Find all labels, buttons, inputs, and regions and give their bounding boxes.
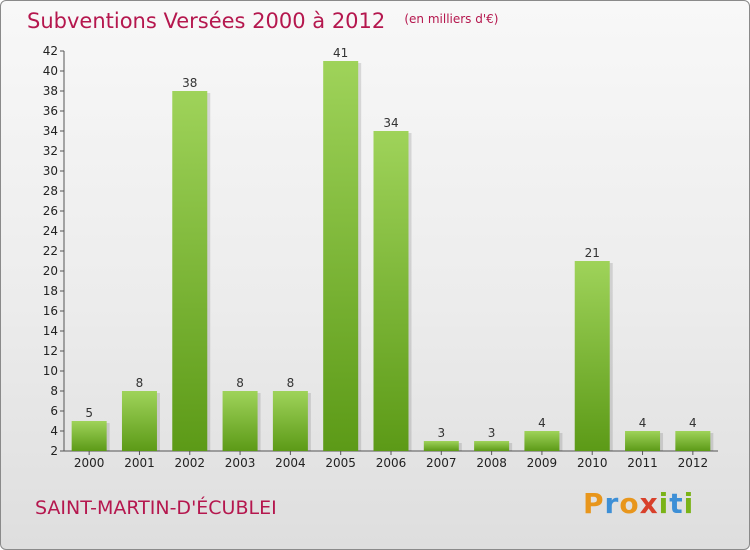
logo-letter: P — [583, 487, 605, 520]
y-tick-label: 42 — [43, 44, 58, 58]
bar — [71, 421, 107, 451]
bar — [121, 391, 157, 451]
logo-letter: i — [658, 487, 670, 520]
bar — [373, 131, 409, 451]
x-tick-label: 2012 — [678, 456, 709, 470]
data-label: 41 — [333, 46, 348, 60]
x-tick-label: 2010 — [577, 456, 608, 470]
x-tick-label: 2005 — [325, 456, 356, 470]
bar — [222, 391, 258, 451]
y-tick-label: 34 — [43, 124, 58, 138]
bar — [272, 391, 308, 451]
x-tick-label: 2003 — [225, 456, 256, 470]
y-tick-label: 36 — [43, 104, 58, 118]
y-tick-label: 40 — [43, 64, 58, 78]
chart-subtitle: (en milliers d'€) — [404, 12, 499, 26]
bar — [574, 261, 610, 451]
x-tick-label: 2007 — [426, 456, 457, 470]
bar — [172, 91, 208, 451]
title-block: Subventions Versées 2000 à 2012 (en mill… — [27, 9, 498, 33]
proxiti-logo: Proxiti — [583, 487, 694, 520]
data-label: 3 — [488, 426, 496, 440]
y-tick-label: 8 — [50, 384, 58, 398]
y-tick-label: 28 — [43, 184, 58, 198]
data-label: 8 — [236, 376, 244, 390]
x-tick-label: 2011 — [627, 456, 658, 470]
axes: 2468101214161820222426283032343638404220… — [43, 44, 718, 470]
y-tick-label: 26 — [43, 204, 58, 218]
data-label: 3 — [437, 426, 445, 440]
data-label: 21 — [585, 246, 600, 260]
data-label: 4 — [639, 416, 647, 430]
x-tick-label: 2009 — [527, 456, 558, 470]
y-tick-label: 24 — [43, 224, 58, 238]
y-tick-label: 20 — [43, 264, 58, 278]
x-tick-label: 2006 — [376, 456, 407, 470]
logo-letter: r — [604, 487, 620, 520]
data-label: 4 — [689, 416, 697, 430]
chart-title: Subventions Versées 2000 à 2012 — [27, 9, 386, 33]
y-tick-label: 38 — [43, 84, 58, 98]
x-tick-label: 2002 — [174, 456, 205, 470]
logo-letter: t — [669, 487, 684, 520]
bar — [625, 431, 661, 451]
y-tick-label: 6 — [50, 404, 58, 418]
y-tick-label: 10 — [43, 364, 58, 378]
y-tick-label: 32 — [43, 144, 58, 158]
x-tick-label: 2001 — [124, 456, 155, 470]
logo-letter: i — [683, 487, 695, 520]
x-tick-label: 2000 — [74, 456, 105, 470]
y-tick-label: 30 — [43, 164, 58, 178]
y-tick-label: 18 — [43, 284, 58, 298]
logo-letter: x — [639, 487, 659, 520]
data-label: 34 — [383, 116, 398, 130]
y-tick-label: 14 — [43, 324, 58, 338]
y-tick-label: 22 — [43, 244, 58, 258]
bar — [675, 431, 711, 451]
y-tick-label: 2 — [50, 444, 58, 458]
x-tick-label: 2008 — [476, 456, 507, 470]
logo-letter: o — [619, 487, 640, 520]
y-tick-label: 16 — [43, 304, 58, 318]
bar — [323, 61, 359, 451]
x-tick-label: 2004 — [275, 456, 306, 470]
y-tick-label: 12 — [43, 344, 58, 358]
data-label: 5 — [85, 406, 93, 420]
bar — [423, 441, 459, 451]
data-label: 38 — [182, 76, 197, 90]
bar — [474, 441, 510, 451]
bar — [524, 431, 560, 451]
y-tick-label: 4 — [50, 424, 58, 438]
data-label: 4 — [538, 416, 546, 430]
data-label: 8 — [136, 376, 144, 390]
data-label: 8 — [287, 376, 295, 390]
commune-name: SAINT-MARTIN-D'ÉCUBLEI — [35, 497, 277, 519]
